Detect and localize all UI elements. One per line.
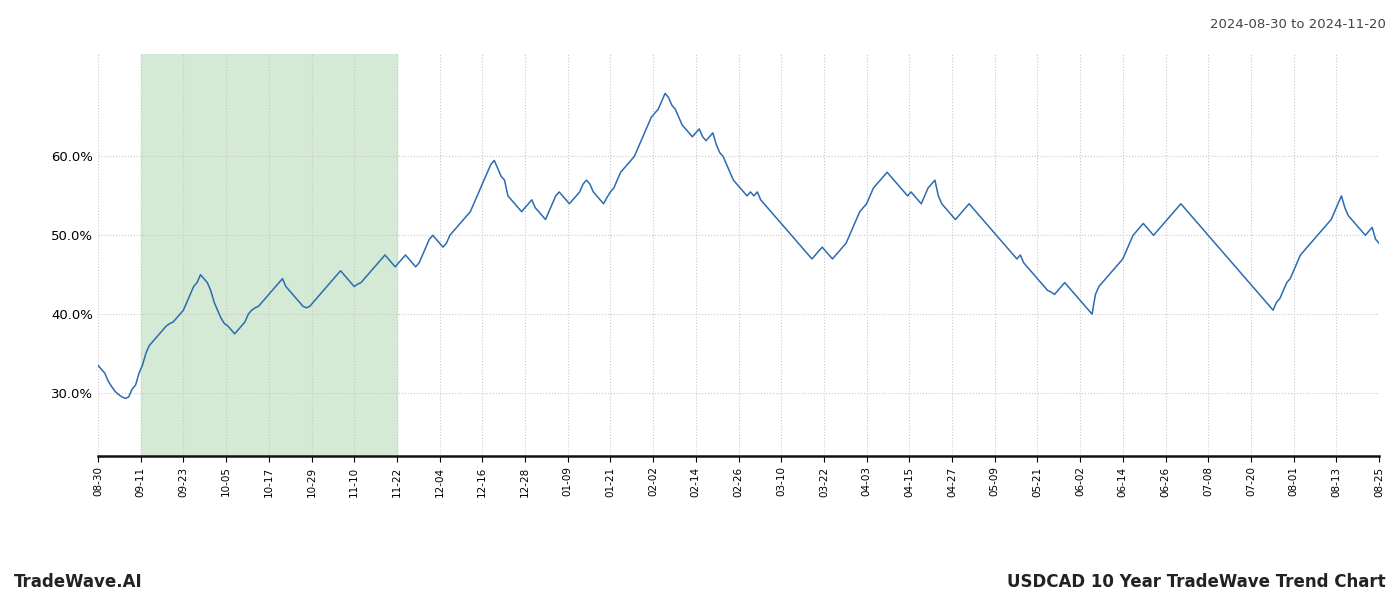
Text: TradeWave.AI: TradeWave.AI	[14, 573, 143, 591]
Text: 2024-08-30 to 2024-11-20: 2024-08-30 to 2024-11-20	[1210, 18, 1386, 31]
Bar	[140, 54, 398, 456]
Text: USDCAD 10 Year TradeWave Trend Chart: USDCAD 10 Year TradeWave Trend Chart	[1008, 573, 1386, 591]
